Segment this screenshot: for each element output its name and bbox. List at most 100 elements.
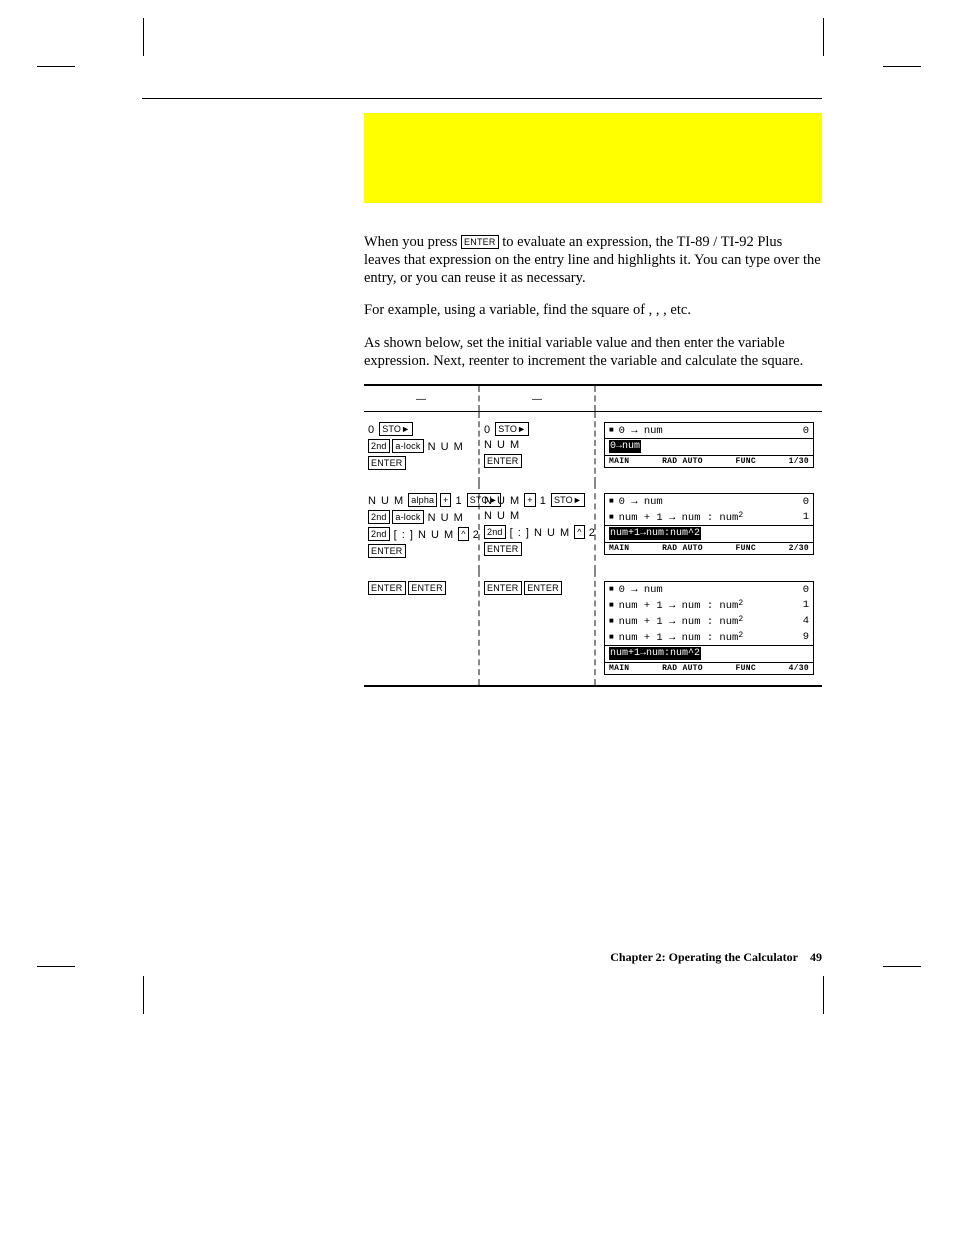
second-key-icon: 2nd xyxy=(484,525,506,539)
key-text: 0 xyxy=(368,424,379,436)
history-left: num + 1 → num : num xyxy=(609,600,738,612)
cell-ti92-keys: 0 STO► N U M ENTER xyxy=(480,412,596,483)
status-bar: MAIN RAD AUTO FUNC 1/30 xyxy=(605,456,813,467)
table-header-row: — — xyxy=(364,386,822,412)
history-left: 0 → num xyxy=(609,496,663,508)
calculator-display: 0 → num 0 0→num MAIN RAD AUTO FUNC 1/30 xyxy=(604,422,814,468)
status-main: MAIN xyxy=(609,544,629,553)
key-text: [ : ] N U M xyxy=(506,527,575,539)
alpha-key-icon: alpha xyxy=(408,493,437,507)
page-footer: Chapter 2: Operating the Calculator 49 xyxy=(142,950,822,965)
cell-ti92-keys: ENTER ENTER xyxy=(480,571,596,685)
enter-key-icon: ENTER xyxy=(368,544,406,558)
table-row: ENTER ENTER ENTER ENTER 0 → num 0 num + 1… xyxy=(364,571,822,687)
superscript: 2 xyxy=(738,615,743,624)
history-right: 1 xyxy=(803,511,809,524)
alock-key-icon: a-lock xyxy=(392,510,423,524)
status-page: 2/30 xyxy=(789,544,809,553)
calculator-display: 0 → num 0 num + 1 → num : num2 1 num+1→num… xyxy=(604,493,814,555)
entry-line: num+1→num:num^2 xyxy=(609,527,701,540)
status-page: 4/30 xyxy=(789,664,809,673)
table-header-ti92: — xyxy=(480,386,596,411)
cell-ti89-keys: N U M alpha + 1 STO► 2nd a-lock N U M 2n… xyxy=(364,483,480,571)
enter-key-icon: ENTER xyxy=(368,581,406,595)
cell-display: 0 → num 0 0→num MAIN RAD AUTO FUNC 1/30 xyxy=(596,412,822,483)
key-text: N U M xyxy=(368,495,408,507)
alock-key-icon: a-lock xyxy=(392,439,423,453)
status-mode: RAD AUTO xyxy=(662,544,703,553)
enter-key-icon: ENTER xyxy=(484,542,522,556)
superscript: 2 xyxy=(738,511,743,520)
status-func: FUNC xyxy=(736,664,756,673)
key-text: 1 xyxy=(536,495,551,507)
sto-key-icon: STO► xyxy=(495,422,529,436)
table-row: 0 STO► 2nd a-lock N U M ENTER 0 STO► N U… xyxy=(364,412,822,483)
calculator-display: 0 → num0 num + 1 → num : num21 num + 1 →… xyxy=(604,581,814,675)
section-rule xyxy=(142,98,822,99)
status-mode: RAD AUTO xyxy=(662,664,703,673)
cell-ti92-keys: N U M + 1 STO► N U M 2nd [ : ] N U M ^ 2… xyxy=(480,483,596,571)
table-header-ti89: — xyxy=(364,386,480,411)
history-left: 0 → num xyxy=(609,584,663,596)
history-left: num + 1 → num : num xyxy=(609,616,738,628)
footer-chapter: Chapter 2: Operating the Calculator xyxy=(610,950,798,964)
enter-key-icon: ENTER xyxy=(461,235,499,249)
caret-key-icon: ^ xyxy=(458,527,468,541)
cell-display: 0 → num 0 num + 1 → num : num2 1 num+1→num… xyxy=(596,483,822,571)
key-text: 0 xyxy=(484,424,495,436)
paragraph-1: When you press ENTER to evaluate an expr… xyxy=(364,233,822,287)
enter-key-icon: ENTER xyxy=(368,456,406,470)
history-right: 0 xyxy=(803,584,809,596)
key-text: N U M xyxy=(424,441,464,453)
status-main: MAIN xyxy=(609,664,629,673)
plus-key-icon: + xyxy=(524,493,535,507)
superscript: 2 xyxy=(738,599,743,608)
key-text: N U M xyxy=(484,439,520,451)
status-func: FUNC xyxy=(736,457,756,466)
superscript: 2 xyxy=(738,631,743,640)
text: When you press xyxy=(364,234,461,250)
key-text: N U M xyxy=(424,512,464,524)
entry-line: 0→num xyxy=(609,440,641,453)
key-text: N U M xyxy=(484,510,520,522)
history-right: 0 xyxy=(803,425,809,437)
enter-key-icon: ENTER xyxy=(524,581,562,595)
table-row: N U M alpha + 1 STO► 2nd a-lock N U M 2n… xyxy=(364,483,822,571)
key-text: 1 xyxy=(451,495,466,507)
caret-key-icon: ^ xyxy=(574,525,584,539)
page-content: When you press ENTER to evaluate an expr… xyxy=(142,98,822,687)
paragraph-3: As shown below, set the initial variable… xyxy=(364,334,822,370)
history-right: 0 xyxy=(803,496,809,508)
paragraph-2: For example, using a variable, find the … xyxy=(364,301,822,319)
history-right: 9 xyxy=(803,631,809,644)
cell-ti89-keys: 0 STO► 2nd a-lock N U M ENTER xyxy=(364,412,480,483)
entry-line: num+1→num:num^2 xyxy=(609,647,701,660)
key-text: 2 xyxy=(469,529,480,541)
cell-ti89-keys: ENTER ENTER xyxy=(364,571,480,685)
table-header-display xyxy=(596,386,822,411)
history-left: 0 → num xyxy=(609,425,663,437)
enter-key-icon: ENTER xyxy=(484,581,522,595)
footer-page-number: 49 xyxy=(810,950,822,964)
sto-key-icon: STO► xyxy=(379,422,413,436)
enter-key-icon: ENTER xyxy=(484,454,522,468)
second-key-icon: 2nd xyxy=(368,439,390,453)
status-page: 1/30 xyxy=(789,457,809,466)
history-right: 1 xyxy=(803,599,809,612)
status-main: MAIN xyxy=(609,457,629,466)
second-key-icon: 2nd xyxy=(368,510,390,524)
history-left: num + 1 → num : num xyxy=(609,632,738,644)
history-left: num + 1 → num : num xyxy=(609,512,738,524)
plus-key-icon: + xyxy=(440,493,451,507)
sto-key-icon: STO► xyxy=(551,493,585,507)
highlight-callout-box xyxy=(364,113,822,203)
status-bar: MAIN RAD AUTO FUNC 4/30 xyxy=(605,663,813,674)
status-bar: MAIN RAD AUTO FUNC 2/30 xyxy=(605,543,813,554)
history-right: 4 xyxy=(803,615,809,628)
enter-key-icon: ENTER xyxy=(408,581,446,595)
key-text: [ : ] N U M xyxy=(390,529,459,541)
key-text: 2 xyxy=(585,527,596,539)
instruction-table: — — 0 STO► 2nd a-lock N U M ENTER 0 STO►… xyxy=(364,384,822,687)
status-mode: RAD AUTO xyxy=(662,457,703,466)
status-func: FUNC xyxy=(736,544,756,553)
